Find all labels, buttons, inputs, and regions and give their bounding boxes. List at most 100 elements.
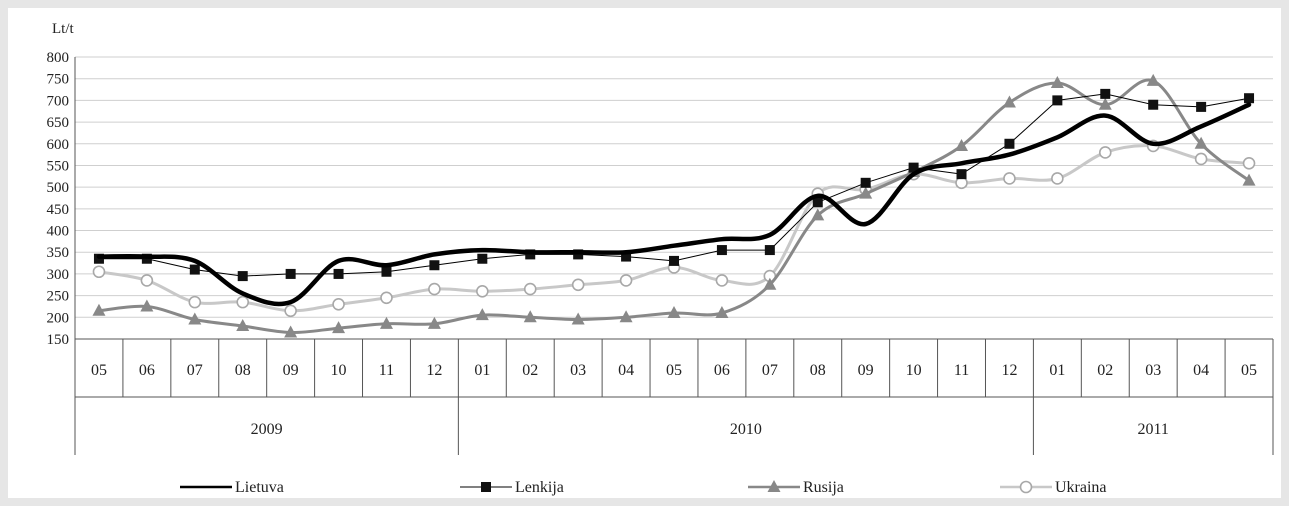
data-point-ukraina [523, 282, 537, 296]
x-tick-label: 08 [235, 362, 251, 379]
data-point-lenkija [1100, 88, 1111, 99]
data-point-rusija [571, 312, 585, 325]
data-point-ukraina [428, 282, 441, 296]
data-point-ukraina [332, 297, 345, 311]
data-point-lenkija [1196, 101, 1207, 112]
data-point-rusija [92, 303, 106, 316]
data-point-ukraina [715, 274, 729, 287]
data-point-rusija [1002, 95, 1016, 108]
data-point-lenkija [1244, 93, 1255, 104]
y-tick-label: 250 [47, 289, 70, 305]
data-point-lenkija [1148, 99, 1159, 110]
legend-label-lietuva: Lietuva [235, 479, 284, 496]
data-point-rusija [475, 308, 489, 321]
y-tick-label: 750 [47, 72, 70, 88]
data-point-ukraina [1003, 172, 1016, 185]
data-point-rusija [715, 305, 729, 318]
x-tick-label: 02 [522, 362, 538, 379]
data-point-rusija [811, 208, 825, 221]
data-point-lenkija [764, 245, 775, 256]
data-point-ukraina [188, 295, 202, 309]
legend-label-lenkija: Lenkija [515, 479, 564, 496]
data-point-ukraina [619, 274, 633, 287]
x-tick-label: 11 [954, 362, 969, 379]
legend-marker-rusija [767, 480, 781, 492]
data-point-ukraina [236, 295, 250, 309]
x-tick-label: 08 [810, 362, 826, 379]
x-tick-label: 05 [666, 362, 682, 379]
x-tick-label: 04 [1193, 362, 1209, 379]
year-label: 2010 [730, 421, 762, 438]
y-tick-label: 300 [47, 267, 70, 283]
x-tick-label: 07 [762, 362, 778, 379]
y-tick-label: 500 [47, 180, 70, 196]
x-tick-label: 09 [858, 362, 874, 379]
series-line-lietuva [96, 102, 1252, 307]
data-point-lenkija [716, 245, 727, 256]
data-point-rusija [667, 305, 681, 318]
x-tick-label: 12 [426, 362, 442, 379]
data-point-ukraina [1194, 152, 1208, 166]
x-tick-label: 03 [1145, 362, 1161, 379]
data-point-rusija [140, 299, 154, 312]
data-point-rusija [427, 316, 441, 329]
year-label: 2011 [1137, 421, 1168, 438]
data-point-rusija [1194, 136, 1208, 149]
data-point-lenkija [429, 260, 440, 271]
data-point-ukraina [92, 265, 106, 279]
x-tick-label: 02 [1097, 362, 1113, 379]
y-tick-label: 200 [47, 310, 70, 326]
data-point-lenkija [333, 268, 344, 279]
data-point-ukraina [1242, 156, 1256, 170]
data-point-lenkija [956, 169, 967, 180]
data-point-ukraina [1051, 172, 1064, 185]
data-point-ukraina [476, 284, 489, 298]
x-tick-label: 01 [1049, 362, 1065, 379]
data-point-rusija [1242, 173, 1256, 186]
y-tick-label: 350 [47, 245, 70, 261]
data-point-rusija [284, 325, 298, 338]
x-tick-label: 05 [91, 362, 107, 379]
data-point-rusija [1146, 73, 1160, 86]
data-point-lenkija [860, 177, 871, 188]
data-point-ukraina [380, 291, 393, 305]
y-tick-label: 400 [47, 224, 70, 240]
y-tick-label: 650 [47, 115, 70, 131]
x-tick-label: 10 [906, 362, 922, 379]
x-tick-label: 11 [379, 362, 394, 379]
y-axis-label: Lt/t [52, 21, 74, 37]
y-tick-label: 150 [47, 332, 70, 348]
data-point-lenkija [237, 271, 248, 282]
data-point-rusija [763, 277, 777, 290]
y-tick-label: 450 [47, 202, 70, 218]
x-tick-label: 12 [1001, 362, 1017, 379]
data-point-lenkija [381, 266, 392, 277]
data-point-rusija [619, 310, 633, 323]
data-point-rusija [379, 316, 393, 329]
x-tick-label: 06 [714, 362, 730, 379]
data-point-ukraina [284, 304, 297, 318]
data-point-lenkija [621, 251, 632, 262]
data-point-rusija [859, 186, 873, 199]
legend-label-rusija: Rusija [803, 479, 844, 496]
data-point-rusija [955, 138, 969, 151]
data-point-rusija [523, 310, 537, 323]
series-line-rusija [97, 78, 1251, 335]
data-point-lenkija [1004, 138, 1015, 149]
data-point-ukraina [571, 278, 585, 292]
x-tick-label: 03 [570, 362, 586, 379]
legend-marker-lenkija [481, 482, 491, 492]
x-tick-label: 09 [283, 362, 299, 379]
x-tick-label: 05 [1241, 362, 1257, 379]
x-tick-label: 07 [187, 362, 203, 379]
y-tick-label: 550 [47, 158, 70, 174]
x-tick-label: 10 [331, 362, 347, 379]
data-point-rusija [236, 318, 250, 331]
series-line-lenkija [98, 93, 1250, 277]
data-point-ukraina [1098, 146, 1112, 159]
y-tick-label: 700 [47, 93, 70, 109]
data-point-lenkija [285, 268, 296, 279]
legend-marker-ukraina [1019, 480, 1033, 494]
